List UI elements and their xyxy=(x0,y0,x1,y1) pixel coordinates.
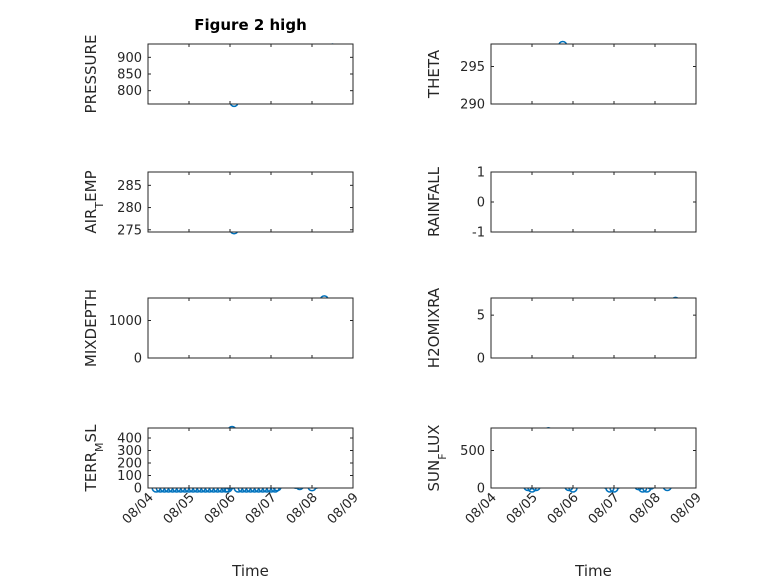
y-axis-label: H2OMIXRA xyxy=(425,287,443,368)
y-tick-label: 900 xyxy=(117,51,142,66)
y-axis-label: THETA xyxy=(425,49,443,99)
x-tick-label: 08/06 xyxy=(202,490,239,527)
subplot-rainfall: -1 0 1 RAINFALL xyxy=(425,166,697,241)
y-tick-label: 800 xyxy=(117,84,142,99)
x-tick-label: 08/05 xyxy=(161,490,198,527)
y-tick-label: 100 xyxy=(117,469,142,484)
subplot-mixdepth: 0 1000 MIXDEPTH xyxy=(82,289,354,367)
y-tick-label: 295 xyxy=(460,60,485,75)
x-tick-label: 08/06 xyxy=(545,490,582,527)
axes-frame xyxy=(147,43,354,105)
axes-frame xyxy=(147,427,354,489)
y-axis-label: SUNFLUX xyxy=(425,425,449,492)
x-tick-label: 08/09 xyxy=(325,490,362,527)
figure-title: Figure 2 high xyxy=(194,16,307,34)
y-tick-label: -1 xyxy=(472,226,485,241)
x-tick-label: 08/08 xyxy=(627,490,664,527)
y-tick-label: 1 xyxy=(477,166,485,181)
axes-frame xyxy=(490,297,697,359)
y-tick-label: 285 xyxy=(117,179,142,194)
x-axis-label: Time xyxy=(231,562,269,580)
y-tick-label: 400 xyxy=(117,432,142,447)
y-tick-label: 1000 xyxy=(109,314,142,329)
subplot-theta: 290 295 THETA xyxy=(425,40,697,113)
x-tick-label: 08/07 xyxy=(243,490,280,527)
x-tick-label: 08/09 xyxy=(668,490,705,527)
x-axis-label: Time xyxy=(574,562,612,580)
y-tick-label: 275 xyxy=(117,223,142,238)
axes-frame xyxy=(147,297,354,359)
y-tick-label: 280 xyxy=(117,201,142,216)
axes-frame xyxy=(147,171,354,233)
y-axis-label: AIRTEMP xyxy=(82,170,106,233)
y-tick-label: 200 xyxy=(117,457,142,472)
y-tick-label: 500 xyxy=(460,444,485,459)
y-tick-label: 0 xyxy=(134,482,142,497)
y-axis-label: RAINFALL xyxy=(425,166,443,237)
y-tick-label: 0 xyxy=(134,352,142,367)
y-tick-label: 0 xyxy=(477,196,485,211)
x-tick-label: 08/08 xyxy=(284,490,321,527)
y-tick-label: 300 xyxy=(117,444,142,459)
y-tick-label: 290 xyxy=(460,98,485,113)
x-tick-label: 08/05 xyxy=(504,490,541,527)
y-tick-label: 850 xyxy=(117,68,142,83)
y-tick-label: 0 xyxy=(477,352,485,367)
axes-frame xyxy=(490,171,697,233)
x-tick-label: 08/07 xyxy=(586,490,623,527)
subplot-air-temp: 275 280 285 AIRTEMP xyxy=(82,170,354,238)
y-axis-label: MIXDEPTH xyxy=(82,289,100,367)
subplot-h2omixra: 0 5 H2OMIXRA xyxy=(425,287,697,368)
axes-frame xyxy=(490,43,697,105)
y-axis-label: PRESSURE xyxy=(82,35,100,114)
y-tick-label: 5 xyxy=(477,309,485,324)
y-tick-label: 0 xyxy=(477,482,485,497)
y-axis-label: TERRMSL xyxy=(82,424,106,493)
axes-frame xyxy=(490,427,697,489)
